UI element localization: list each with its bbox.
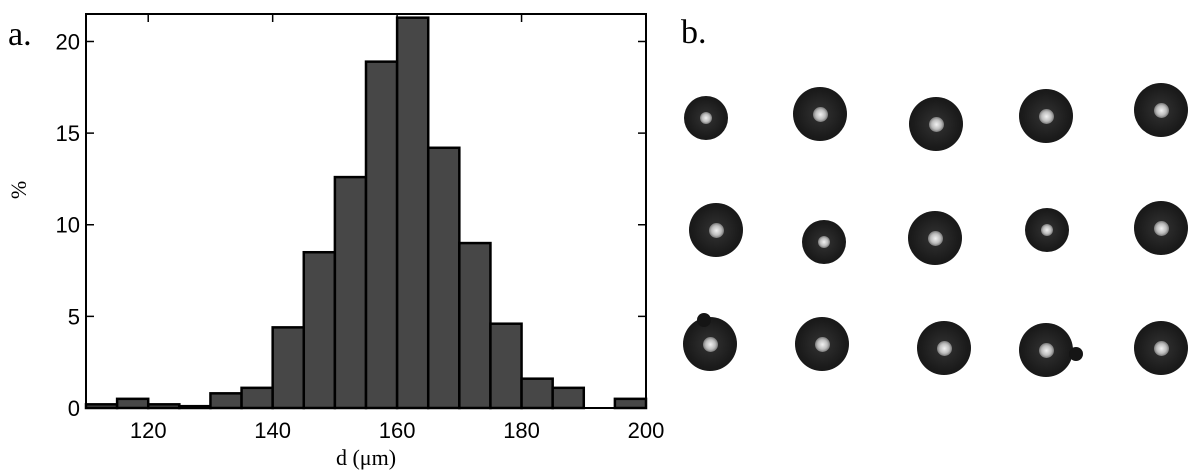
droplet-highlight: [818, 236, 830, 248]
panel-label-b: b.: [681, 14, 707, 51]
droplet-highlight: [814, 336, 830, 352]
histogram-bar: [364, 60, 399, 410]
histogram-bar: [209, 392, 243, 410]
x-tick-label: 140: [254, 418, 291, 443]
droplet-highlight: [708, 222, 724, 238]
droplet: [793, 87, 847, 141]
plot-frame: [85, 13, 647, 409]
droplet: [684, 96, 728, 140]
histogram-bar: [613, 397, 648, 410]
y-tick-label: 10: [56, 213, 80, 238]
droplet-highlight: [936, 340, 952, 356]
droplet: [908, 211, 962, 265]
satellite-droplet: [1069, 347, 1083, 362]
droplet-highlight: [1153, 102, 1169, 118]
droplet-highlight: [928, 116, 944, 132]
droplet: [1025, 208, 1069, 252]
histogram-bar: [458, 241, 492, 410]
x-tick-label: 120: [130, 418, 167, 443]
x-axis-label: d (μm): [336, 445, 396, 470]
histogram-bar: [240, 386, 274, 410]
droplet-highlight: [700, 112, 712, 124]
droplet: [909, 97, 963, 151]
satellite-droplet: [696, 313, 711, 327]
x-tick-label: 160: [379, 418, 416, 443]
droplet-highlight: [1038, 108, 1054, 124]
histogram-chart: 120 140 160 180 200 0 5 10 15 20 d (μm) %: [6, 13, 665, 470]
droplet-highlight: [927, 230, 943, 246]
droplet: [1134, 321, 1188, 375]
histogram-bar: [489, 322, 523, 410]
droplet: [1134, 201, 1188, 255]
droplet: [683, 313, 737, 371]
y-tick-label: 15: [56, 121, 80, 146]
droplet-highlight: [812, 106, 828, 122]
histogram-bar: [395, 16, 430, 410]
droplet-highlight: [1153, 340, 1169, 356]
histogram-bar: [333, 175, 368, 410]
histogram-bar: [551, 386, 586, 410]
droplet: [802, 220, 846, 264]
axis-ticks: 120 140 160 180 200 0 5 10 15 20: [56, 14, 665, 443]
droplet: [689, 203, 743, 257]
droplet-highlight: [1153, 220, 1169, 236]
droplet-highlight: [1041, 224, 1053, 236]
y-axis-label: %: [6, 181, 31, 199]
droplet-highlight: [702, 336, 718, 352]
histogram-bar: [520, 377, 554, 410]
droplet: [1019, 89, 1073, 143]
histogram-bar: [115, 397, 150, 410]
y-tick-label: 5: [68, 304, 80, 329]
x-tick-label: 200: [628, 418, 665, 443]
droplet: [917, 321, 971, 375]
droplet-highlight: [1038, 342, 1054, 358]
droplet-image-panel: [672, 70, 1188, 400]
y-tick-label: 0: [68, 396, 80, 421]
panel-label-a: a.: [8, 16, 32, 53]
droplet: [1134, 83, 1188, 137]
histogram-bar: [302, 250, 337, 410]
histogram-bars: [84, 16, 648, 410]
droplet: [795, 317, 849, 371]
y-tick-label: 20: [56, 29, 80, 54]
histogram-bar: [426, 146, 461, 410]
droplet: [1019, 323, 1083, 377]
histogram-bar: [271, 326, 306, 410]
x-tick-label: 180: [503, 418, 540, 443]
